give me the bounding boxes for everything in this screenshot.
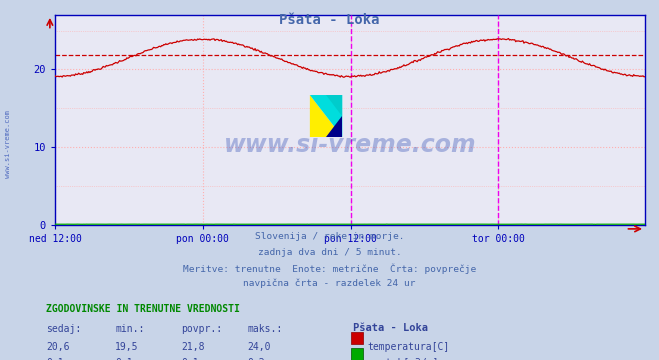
Text: pretok[m3/s]: pretok[m3/s] bbox=[368, 358, 438, 360]
Text: Meritve: trenutne  Enote: metrične  Črta: povprečje: Meritve: trenutne Enote: metrične Črta: … bbox=[183, 263, 476, 274]
Text: zadnja dva dni / 5 minut.: zadnja dva dni / 5 minut. bbox=[258, 248, 401, 257]
Text: www.si-vreme.com: www.si-vreme.com bbox=[223, 133, 476, 157]
Text: Pšata - Loka: Pšata - Loka bbox=[279, 13, 380, 27]
Text: 20,6: 20,6 bbox=[46, 342, 70, 352]
Text: navpična črta - razdelek 24 ur: navpična črta - razdelek 24 ur bbox=[243, 279, 416, 288]
Text: ZGODOVINSKE IN TRENUTNE VREDNOSTI: ZGODOVINSKE IN TRENUTNE VREDNOSTI bbox=[46, 304, 240, 314]
Text: temperatura[C]: temperatura[C] bbox=[368, 342, 450, 352]
Text: Slovenija / reke in morje.: Slovenija / reke in morje. bbox=[255, 232, 404, 241]
Text: povpr.:: povpr.: bbox=[181, 324, 222, 334]
Text: 21,8: 21,8 bbox=[181, 342, 205, 352]
Text: 19,5: 19,5 bbox=[115, 342, 139, 352]
Text: 0,2: 0,2 bbox=[247, 358, 265, 360]
Text: 0,1: 0,1 bbox=[181, 358, 199, 360]
Text: 0,1: 0,1 bbox=[46, 358, 64, 360]
Text: 0,1: 0,1 bbox=[115, 358, 133, 360]
Text: Pšata - Loka: Pšata - Loka bbox=[353, 323, 428, 333]
Text: sedaj:: sedaj: bbox=[46, 324, 81, 334]
Text: maks.:: maks.: bbox=[247, 324, 282, 334]
Text: 24,0: 24,0 bbox=[247, 342, 271, 352]
Text: www.si-vreme.com: www.si-vreme.com bbox=[5, 110, 11, 178]
Text: min.:: min.: bbox=[115, 324, 145, 334]
